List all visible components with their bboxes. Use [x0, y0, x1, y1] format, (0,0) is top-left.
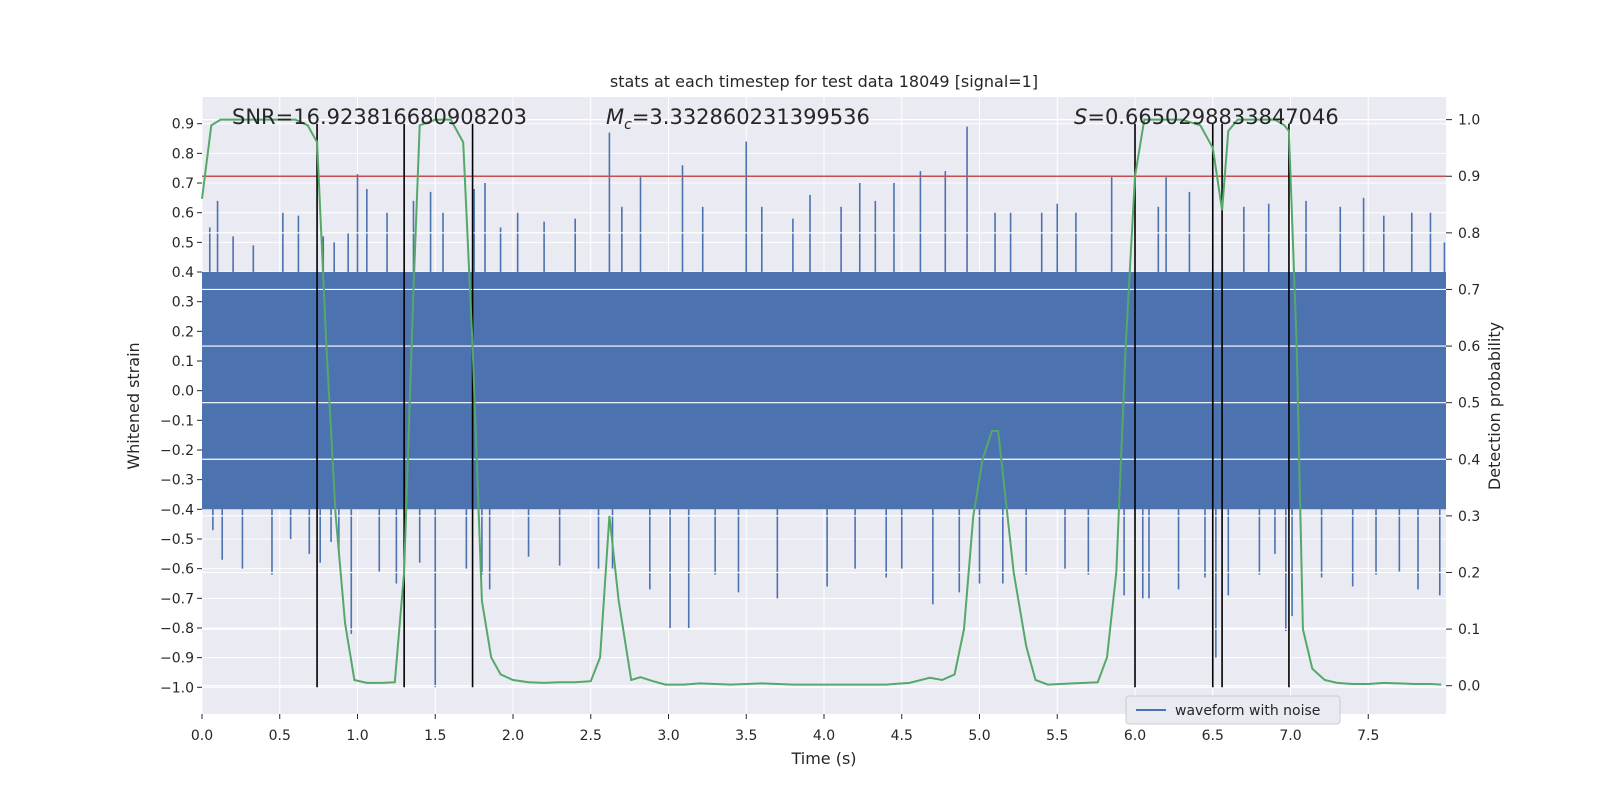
right-y-tick-label: 1.0 — [1458, 113, 1480, 129]
left-y-tick-label: −0.1 — [160, 413, 194, 429]
legend-box — [1125, 695, 1341, 725]
left-y-axis-ticks: 0.9 0.8 0.7 0.6 0.5 0.4 0.3 0.2 0.1 0.0 −0.1 −0.2 −0… — [160, 117, 202, 696]
left-y-tick-label: −0.3 — [160, 473, 194, 489]
x-tick-label: 0.5 — [269, 728, 291, 744]
right-y-tick-label: 0.2 — [1458, 565, 1480, 581]
right-y-tick-label: 0.1 — [1458, 622, 1480, 638]
x-tick-label: 5.0 — [968, 728, 990, 744]
left-y-tick-label: 0.7 — [172, 176, 194, 192]
right-y-tick-label: 0.9 — [1458, 169, 1480, 185]
x-tick-label: 3.5 — [735, 728, 757, 744]
right-y-tick-label: 0.0 — [1458, 679, 1480, 695]
right-y-tick-label: 0.5 — [1458, 396, 1480, 412]
left-y-tick-label: −0.9 — [160, 651, 194, 667]
x-tick-label: 6.5 — [1202, 728, 1224, 744]
x-axis-ticks: 0.0 0.5 1.0 1.5 2.0 2.5 3.0 3.5 4.0 4.5 5.0 5.5 6.0 6… — [191, 714, 1379, 744]
left-y-tick-label: −0.4 — [160, 502, 194, 518]
left-y-tick-label: −0.6 — [160, 562, 194, 578]
right-y-tick-label: 0.3 — [1458, 509, 1480, 525]
x-tick-label: 4.5 — [891, 728, 913, 744]
x-tick-label: 7.0 — [1279, 728, 1301, 744]
left-y-tick-label: 0.3 — [172, 295, 194, 311]
s-annotation: S=0.6650298833847046 — [1074, 105, 1339, 129]
x-tick-label: 5.5 — [1046, 728, 1068, 744]
left-y-tick-label: −0.8 — [160, 621, 194, 637]
left-y-tick-label: 0.8 — [172, 146, 194, 162]
vertical-markers — [316, 123, 1290, 688]
s-symbol: S — [1074, 105, 1087, 129]
x-tick-label: 3.0 — [657, 728, 679, 744]
chart-title: stats at each timestep for test data 180… — [610, 72, 1038, 91]
left-y-tick-label: −0.5 — [160, 532, 194, 548]
detection-probability-line — [201, 118, 1442, 686]
x-tick-label: 0.0 — [191, 728, 213, 744]
left-y-tick-label: −1.0 — [160, 680, 194, 696]
x-tick-label: 1.0 — [346, 728, 368, 744]
left-y-tick-label: 0.6 — [172, 206, 194, 222]
left-y-tick-label: 0.2 — [172, 324, 194, 340]
left-y-tick-label: 0.0 — [172, 384, 194, 400]
chirp-mass-annotation: Mc=3.332860231399536 — [606, 105, 870, 133]
chirp-mass-symbol: M — [606, 105, 624, 129]
x-tick-label: 7.5 — [1357, 728, 1379, 744]
right-y-tick-label: 0.4 — [1458, 452, 1480, 468]
x-tick-label: 1.5 — [424, 728, 446, 744]
legend: waveform with noise — [1125, 695, 1341, 725]
left-y-tick-label: 0.9 — [172, 117, 194, 133]
chirp-mass-subscript: c — [624, 117, 632, 133]
left-y-tick-label: −0.7 — [160, 591, 194, 607]
left-y-tick-label: 0.5 — [172, 235, 194, 251]
x-axis-title: Time (s) — [790, 749, 856, 768]
chirp-mass-value: =3.332860231399536 — [632, 105, 870, 129]
legend-label: waveform with noise — [1175, 703, 1320, 719]
right-y-tick-label: 0.6 — [1458, 339, 1480, 355]
left-y-tick-label: −0.2 — [160, 443, 194, 459]
left-y-tick-label: 0.1 — [172, 354, 194, 370]
right-y-axis-title: Detection probability — [1485, 322, 1504, 490]
snr-annotation: SNR=16.923816680908203 — [232, 105, 527, 129]
x-tick-label: 6.0 — [1124, 728, 1146, 744]
right-y-tick-label: 0.8 — [1458, 226, 1480, 242]
x-tick-label: 2.0 — [502, 728, 524, 744]
x-tick-label: 2.5 — [580, 728, 602, 744]
s-value: =0.6650298833847046 — [1087, 105, 1338, 129]
left-y-tick-label: 0.4 — [172, 265, 194, 281]
x-tick-label: 4.0 — [813, 728, 835, 744]
right-y-axis-ticks: 1.0 0.9 0.8 0.7 0.6 0.5 0.4 0.3 0.2 0.1 0.0 — [1446, 113, 1480, 695]
left-y-axis-title: Whitened strain — [124, 342, 143, 469]
right-y-tick-label: 0.7 — [1458, 282, 1480, 298]
